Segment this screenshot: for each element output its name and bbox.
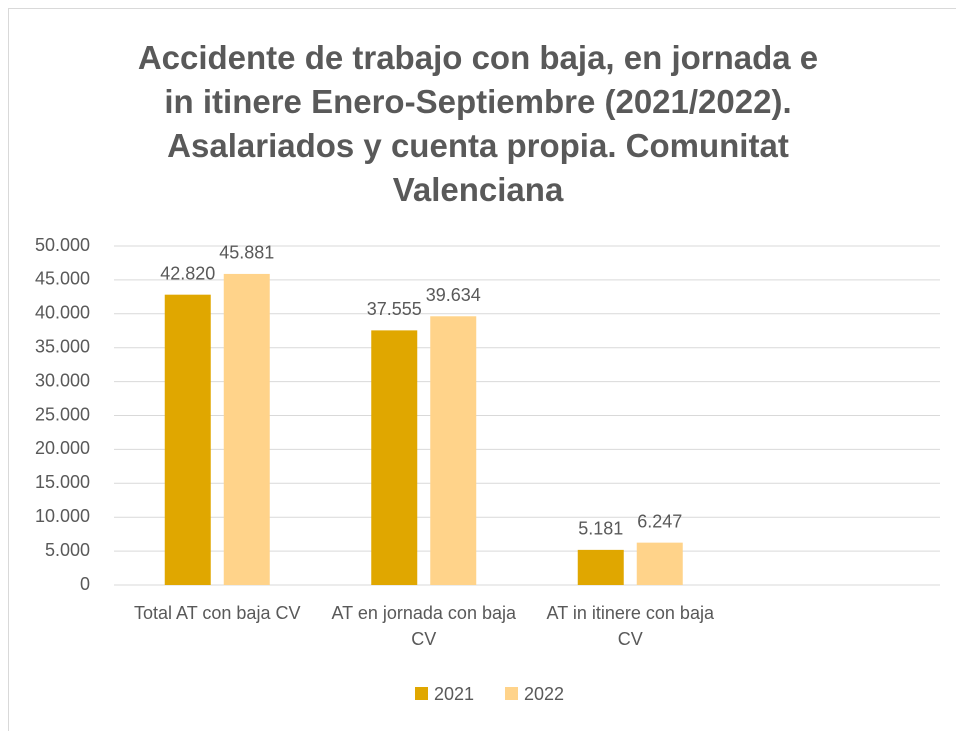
bar xyxy=(223,273,270,585)
legend-label: 2021 xyxy=(434,684,474,704)
y-tick-label: 5.000 xyxy=(45,540,90,560)
y-tick-label: 0 xyxy=(80,574,90,594)
y-tick-label: 35.000 xyxy=(35,336,90,356)
y-tick-label: 25.000 xyxy=(35,404,90,424)
data-label: 6.247 xyxy=(637,511,682,531)
legend-label: 2022 xyxy=(524,684,564,704)
data-label: 42.820 xyxy=(160,263,215,283)
y-tick-label: 50.000 xyxy=(35,235,90,255)
legend-swatch xyxy=(505,687,518,700)
data-label: 45.881 xyxy=(219,243,274,263)
bar xyxy=(371,330,418,585)
x-tick-label: AT en jornada con baja CV xyxy=(331,603,516,649)
chart-title: Accidente de trabajo con baja, en jornad… xyxy=(137,39,819,208)
bar xyxy=(577,549,624,585)
data-label: 39.634 xyxy=(426,285,481,305)
y-tick-label: 10.000 xyxy=(35,506,90,526)
y-tick-label: 45.000 xyxy=(35,269,90,289)
data-label: 5.181 xyxy=(578,519,623,539)
bar xyxy=(430,316,477,585)
x-tick-label: AT in itinere con baja CV xyxy=(546,603,714,649)
bar xyxy=(164,294,211,585)
y-tick-label: 30.000 xyxy=(35,370,90,390)
legend-swatch xyxy=(415,687,428,700)
x-tick-label: Total AT con baja CV xyxy=(134,603,301,623)
bar xyxy=(636,542,683,585)
data-label: 37.555 xyxy=(367,299,422,319)
y-tick-label: 15.000 xyxy=(35,472,90,492)
y-tick-label: 20.000 xyxy=(35,438,90,458)
y-tick-label: 40.000 xyxy=(35,303,90,323)
